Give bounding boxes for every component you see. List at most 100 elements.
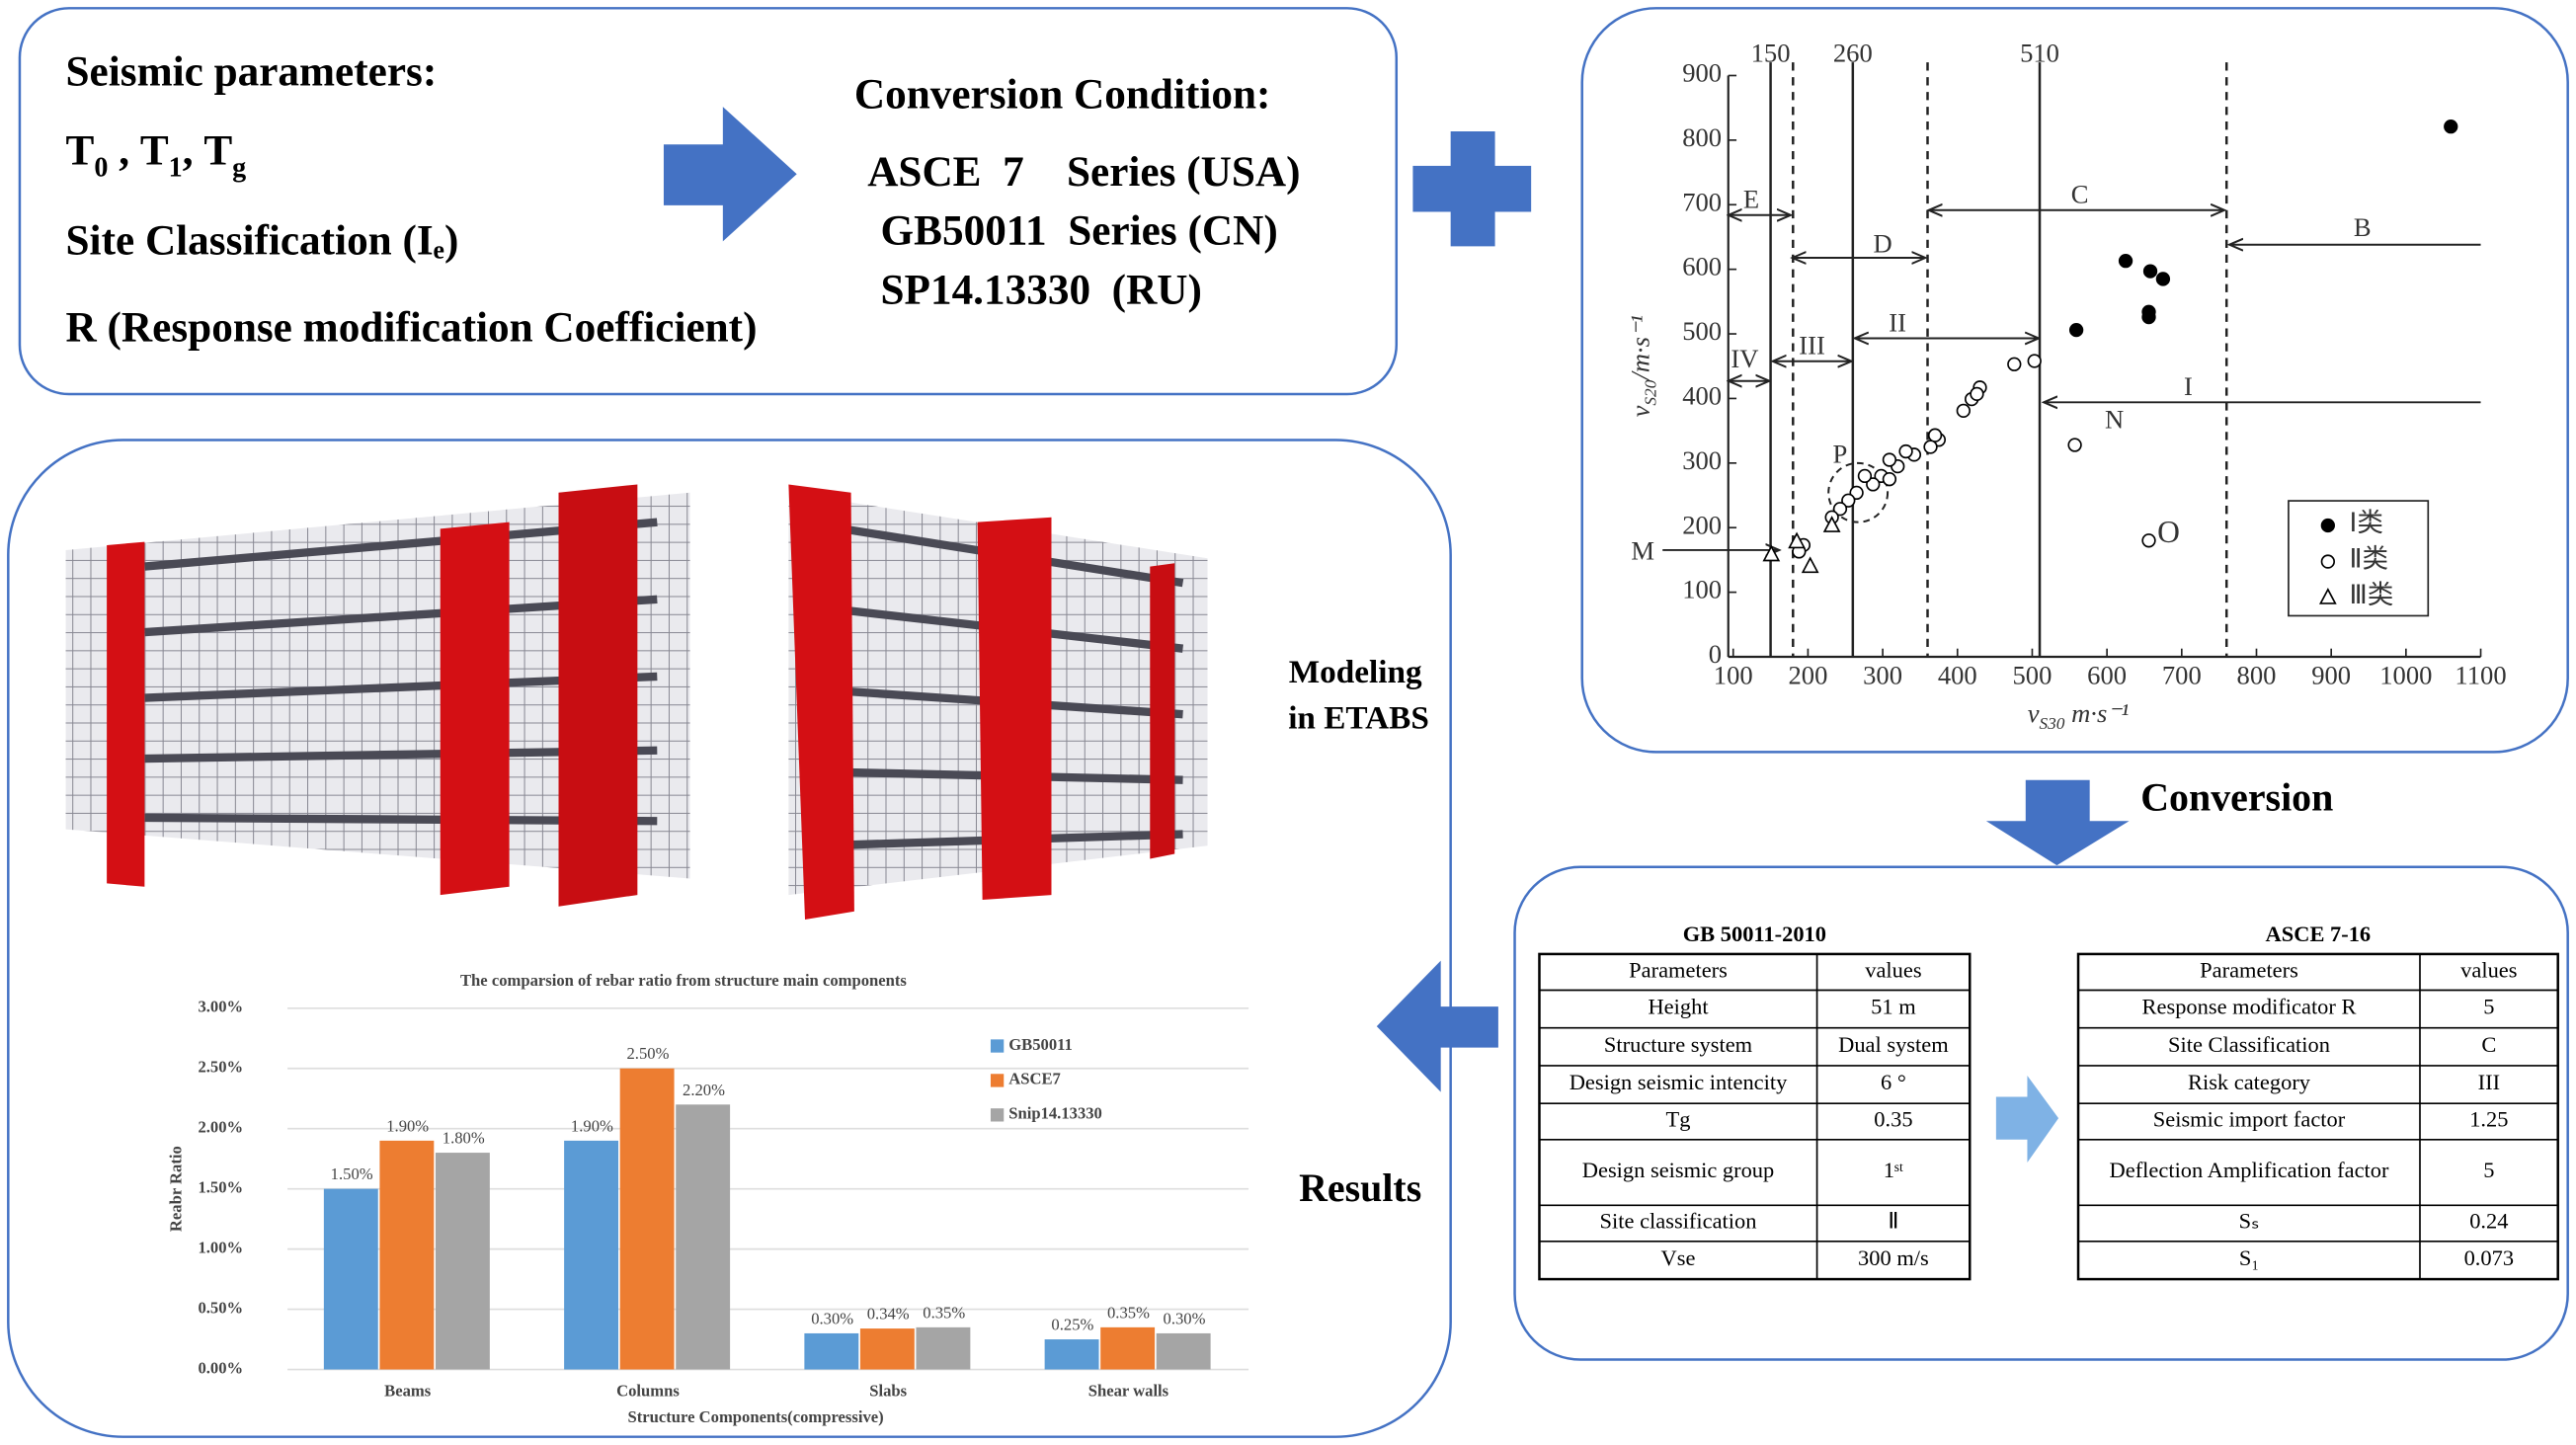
legend-marker (2320, 518, 2335, 533)
y-tick-label: 400 (1682, 381, 1722, 411)
table-cell: 5 (2483, 995, 2494, 1019)
table-title: GB 50011-2010 (1683, 922, 1826, 946)
y-tick-label: 3.00% (198, 998, 243, 1016)
annotation: II (1889, 307, 1906, 337)
text-part: /m·s⁻¹ (1625, 315, 1654, 382)
y-tick-label: 700 (1682, 187, 1722, 216)
text-part: g (232, 152, 246, 183)
x-tick-label: 300 (1863, 661, 1902, 690)
table-cell: 5 (2483, 1158, 2494, 1182)
conversion-label: Conversion (2140, 774, 2333, 819)
x-tick-label: 800 (2237, 661, 2277, 690)
table-cell: 51 m (1871, 995, 1916, 1019)
x-tick-label: 600 (2087, 661, 2127, 690)
table-cell: S₁ (2239, 1245, 2259, 1270)
x-tick-label: 1000 (2379, 661, 2432, 690)
reference-label: 510 (2020, 39, 2059, 68)
results-label: Results (1299, 1165, 1421, 1210)
table-cell: Parameters (2200, 957, 2298, 982)
table-cell: 6 ° (1881, 1070, 1906, 1094)
y-tick-label: 600 (1682, 252, 1722, 281)
annotation: I (2184, 371, 2193, 401)
x-tick-label: 500 (2013, 661, 2053, 690)
scatter-point (1841, 493, 1856, 508)
table-cell: Ⅱ (1888, 1209, 1898, 1234)
text-part: , (108, 126, 139, 174)
table-cell: Height (1648, 995, 1709, 1019)
table-border (1538, 952, 1972, 1281)
table-cell: III (2478, 1070, 2500, 1094)
input-title: Seismic parameters: (66, 47, 438, 95)
y-tick-label: 2.00% (198, 1118, 243, 1137)
value-label: 1.50% (331, 1164, 373, 1183)
arrow-right (663, 107, 797, 242)
annotation: D (1873, 228, 1892, 258)
value-label: 1.90% (571, 1116, 613, 1135)
table-cell: 1ˢᵗ (1884, 1158, 1903, 1182)
value-label: 0.25% (1051, 1316, 1093, 1334)
code: ASCE 7 Series (USA) (867, 148, 1300, 196)
y-tick-label: 1.00% (198, 1238, 243, 1256)
table-title: ASCE 7-16 (2266, 922, 2372, 946)
annotation: O (2157, 515, 2180, 549)
legend-marker (2318, 588, 2337, 604)
x-tick-label: Columns (616, 1382, 680, 1401)
x-axis-label: Structure Components(compressive) (628, 1407, 884, 1426)
y-axis-label: vS20/m·s⁻¹ (1625, 315, 1659, 417)
scatter-point (1970, 386, 1984, 402)
text-part: m·s⁻¹ (2064, 698, 2129, 728)
scatter-point (1788, 531, 1806, 549)
scatter-point (1882, 472, 1897, 487)
text-part: , (183, 126, 204, 174)
legend-label: Snip14.13330 (1008, 1104, 1102, 1123)
value-label: 2.20% (683, 1081, 725, 1099)
table-cell: Design seismic group (1582, 1158, 1774, 1182)
scatter-point (2067, 438, 2082, 452)
y-tick-label: 100 (1682, 575, 1722, 604)
scatter-point (2444, 119, 2458, 134)
x-tick-label: 700 (2162, 661, 2202, 690)
table-cell: Response modificator R (2142, 995, 2357, 1019)
bar (804, 1332, 859, 1370)
annotation-arrows (1662, 210, 2481, 550)
annotation: E (1743, 185, 1759, 214)
scatter-point (2155, 272, 2171, 286)
code: SP14.13330 (RU) (881, 267, 1202, 314)
y-axis-label: Reabr Ratio (166, 1146, 185, 1232)
scatter-point (1801, 556, 1819, 574)
x-tick-label: Beams (384, 1382, 432, 1401)
legend-swatch (990, 1039, 1005, 1053)
text-part: T (140, 126, 169, 174)
value-label: 1.90% (386, 1116, 429, 1135)
legend-label: Ⅱ类 (2349, 544, 2388, 574)
annotation: III (1799, 331, 1825, 361)
table-cell: 0.24 (2469, 1209, 2508, 1234)
y-tick-label: 900 (1682, 58, 1722, 88)
y-tick-label: 800 (1682, 122, 1722, 152)
table-cell: 0.35 (1874, 1107, 1912, 1132)
chart-title: The comparsion of rebar ratio from struc… (460, 971, 907, 990)
scatter-point (1923, 440, 1938, 454)
table-cell: Vse (1661, 1245, 1696, 1270)
table-cell: Dual system (1838, 1032, 1949, 1057)
arrow-left (1376, 960, 1498, 1092)
scatter-point (2141, 309, 2156, 325)
legend-label: GB50011 (1008, 1035, 1073, 1054)
bar (435, 1153, 490, 1370)
y-tick-label: 1.50% (198, 1177, 243, 1196)
x-tick-label: 400 (1938, 661, 1977, 690)
bar (676, 1104, 731, 1370)
annotation-labels: E D C B IV III II I M N P O (1631, 180, 2371, 566)
table-cell: Site Classification (2168, 1032, 2330, 1057)
legend-label: Ⅰ类 (2349, 508, 2382, 537)
legend-label: Ⅲ类 (2349, 580, 2393, 609)
bar (564, 1140, 619, 1370)
annotation: M (1631, 535, 1654, 565)
scatter-point (2027, 354, 2042, 368)
x-tick-label: Shear walls (1088, 1382, 1169, 1401)
scatter-point (2007, 357, 2022, 371)
scatter-point (1882, 452, 1897, 467)
x-tick-label: 100 (1714, 661, 1753, 690)
bar (916, 1326, 971, 1370)
